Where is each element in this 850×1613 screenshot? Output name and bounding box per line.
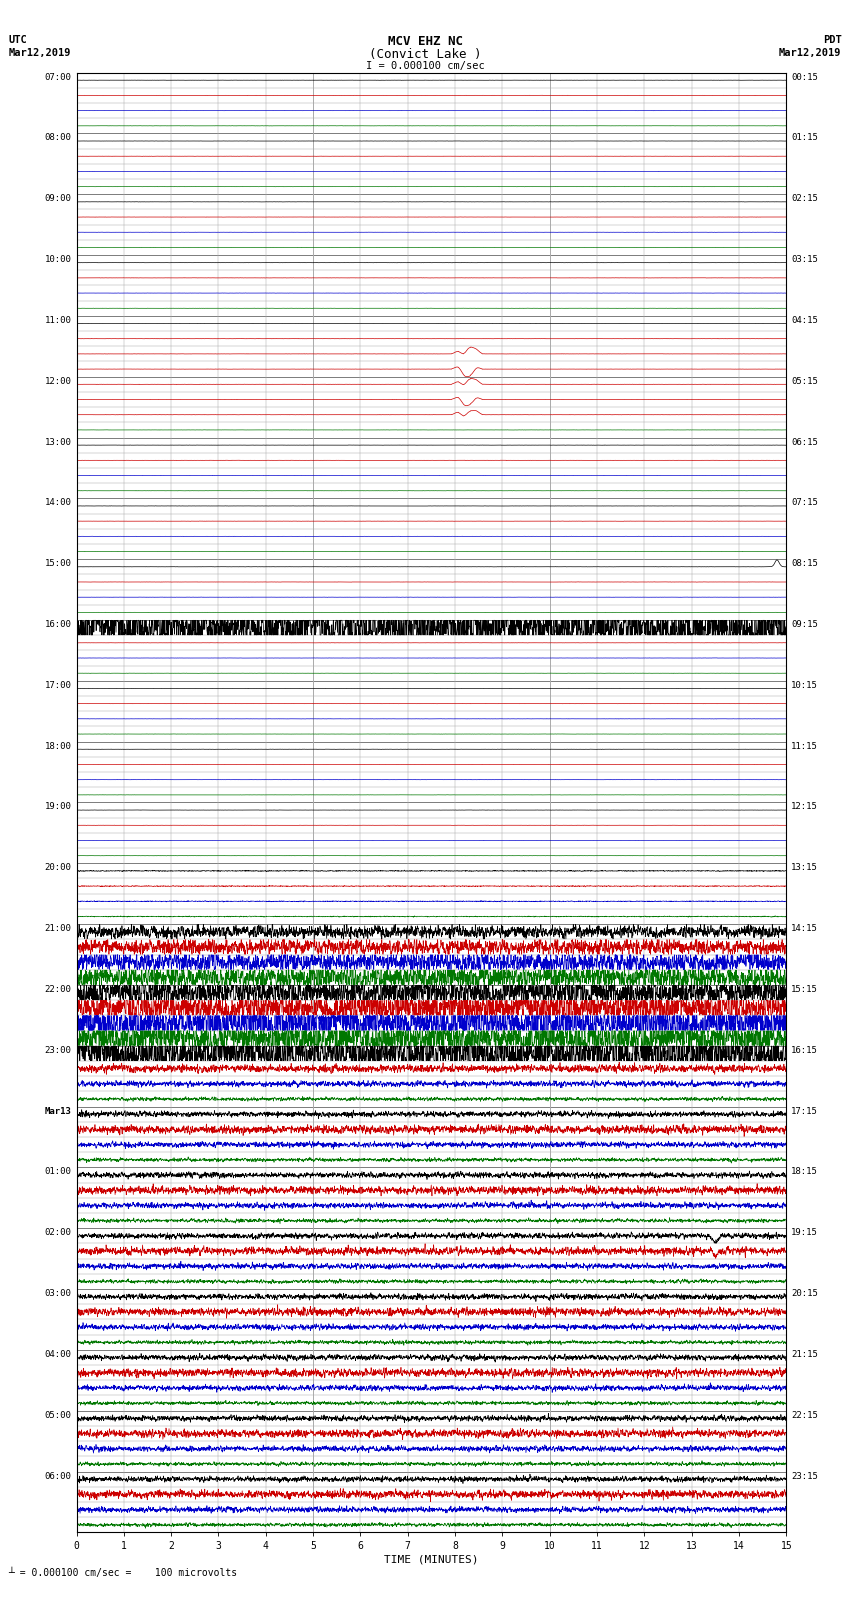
Text: 18:15: 18:15 [791,1168,819,1176]
Text: 01:15: 01:15 [791,134,819,142]
Text: ┴ = 0.000100 cm/sec =    100 microvolts: ┴ = 0.000100 cm/sec = 100 microvolts [8,1568,238,1578]
Text: 02:15: 02:15 [791,194,819,203]
Text: 19:00: 19:00 [44,803,71,811]
Text: MCV EHZ NC: MCV EHZ NC [388,35,462,48]
Text: 15:15: 15:15 [791,986,819,994]
Text: 04:00: 04:00 [44,1350,71,1358]
Text: 09:00: 09:00 [44,194,71,203]
Text: 17:00: 17:00 [44,681,71,690]
Text: 20:15: 20:15 [791,1289,819,1298]
Text: 10:00: 10:00 [44,255,71,265]
Text: 22:15: 22:15 [791,1411,819,1419]
Text: 21:15: 21:15 [791,1350,819,1358]
Text: (Convict Lake ): (Convict Lake ) [369,48,481,61]
Text: 13:15: 13:15 [791,863,819,873]
Text: 07:15: 07:15 [791,498,819,508]
Text: 13:00: 13:00 [44,437,71,447]
Text: 06:15: 06:15 [791,437,819,447]
X-axis label: TIME (MINUTES): TIME (MINUTES) [384,1555,479,1565]
Text: I = 0.000100 cm/sec: I = 0.000100 cm/sec [366,61,484,71]
Text: 14:00: 14:00 [44,498,71,508]
Text: 16:00: 16:00 [44,619,71,629]
Text: 21:00: 21:00 [44,924,71,932]
Text: 08:00: 08:00 [44,134,71,142]
Text: 12:00: 12:00 [44,377,71,386]
Text: 17:15: 17:15 [791,1107,819,1116]
Text: 20:00: 20:00 [44,863,71,873]
Text: 23:15: 23:15 [791,1471,819,1481]
Text: 05:00: 05:00 [44,1411,71,1419]
Text: 03:15: 03:15 [791,255,819,265]
Text: 02:00: 02:00 [44,1227,71,1237]
Text: 06:00: 06:00 [44,1471,71,1481]
Text: 22:00: 22:00 [44,986,71,994]
Text: 18:00: 18:00 [44,742,71,750]
Text: UTC: UTC [8,35,27,45]
Text: Mar13: Mar13 [44,1107,71,1116]
Text: 11:15: 11:15 [791,742,819,750]
Text: 19:15: 19:15 [791,1227,819,1237]
Text: 15:00: 15:00 [44,560,71,568]
Text: 12:15: 12:15 [791,803,819,811]
Text: 16:15: 16:15 [791,1045,819,1055]
Text: 07:00: 07:00 [44,73,71,82]
Text: 09:15: 09:15 [791,619,819,629]
Text: 11:00: 11:00 [44,316,71,324]
Text: 08:15: 08:15 [791,560,819,568]
Text: 10:15: 10:15 [791,681,819,690]
Text: 05:15: 05:15 [791,377,819,386]
Text: PDT: PDT [823,35,842,45]
Text: 14:15: 14:15 [791,924,819,932]
Text: 04:15: 04:15 [791,316,819,324]
Text: Mar12,2019: Mar12,2019 [8,48,71,58]
Text: 23:00: 23:00 [44,1045,71,1055]
Text: 01:00: 01:00 [44,1168,71,1176]
Text: 03:00: 03:00 [44,1289,71,1298]
Text: 00:15: 00:15 [791,73,819,82]
Text: Mar12,2019: Mar12,2019 [779,48,842,58]
